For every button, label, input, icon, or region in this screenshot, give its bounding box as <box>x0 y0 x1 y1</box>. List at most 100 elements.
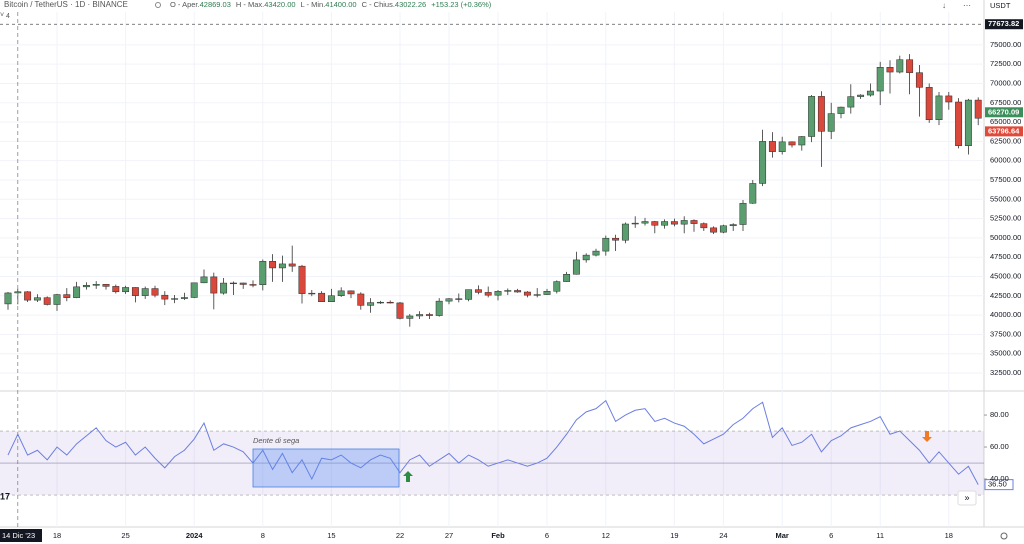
legend-value: 43420.00 <box>264 0 295 9</box>
candle-body <box>347 290 355 295</box>
candle-body <box>229 282 237 285</box>
y-tick-label: 65000.00 <box>990 117 1021 126</box>
y-tick-label: 52500.00 <box>990 214 1021 223</box>
x-tick-label: 18 <box>53 531 61 540</box>
y-tick-label: 35000.00 <box>990 349 1021 358</box>
candle-body <box>710 227 718 233</box>
candle-body <box>768 141 776 152</box>
legend-key: L - Min. <box>301 0 326 9</box>
candle-body <box>200 276 208 284</box>
candle-body <box>367 302 375 306</box>
currency[interactable]: USDT <box>990 1 1011 10</box>
up-arrow[interactable] <box>403 471 413 482</box>
candle-body <box>122 287 130 293</box>
candle-body <box>553 281 561 292</box>
candle-body <box>210 276 218 294</box>
ohlc-legend: O - Aper.42869.03 H - Max.43420.00 L - Min… <box>170 0 492 9</box>
candle-body <box>778 141 786 152</box>
x-tick-label: 2024 <box>186 531 204 540</box>
y-tick-label: 45000.00 <box>990 271 1021 280</box>
candle-body <box>680 220 688 225</box>
x-tick-label: Mar <box>776 531 789 540</box>
annotation-box[interactable] <box>252 448 400 488</box>
candle-body <box>455 298 463 300</box>
candle-body <box>925 87 933 121</box>
rsi-line <box>7 399 979 485</box>
candle-body <box>112 286 120 293</box>
candle-body <box>621 223 629 241</box>
x-tick-label: 6 <box>545 531 549 540</box>
candle-body <box>337 290 345 296</box>
x-tick-label: Feb <box>491 531 505 540</box>
candle-body <box>719 225 727 233</box>
candle-body <box>817 96 825 132</box>
y-tick-label: 72500.00 <box>990 59 1021 68</box>
rsi-pane <box>0 399 987 496</box>
candle-body <box>523 291 531 296</box>
last-value-label: 36.50 <box>988 480 1007 489</box>
candle-body <box>435 300 443 316</box>
candle-body <box>514 290 522 293</box>
candle-body <box>24 291 32 301</box>
candle-body <box>269 261 277 269</box>
menu-icon[interactable]: ⋯ <box>963 1 971 10</box>
x-tick-label: 11 <box>876 531 884 540</box>
candle-body <box>102 284 110 287</box>
down-arrow[interactable] <box>922 431 932 442</box>
x-tick-label: 12 <box>602 531 610 540</box>
y-tick-label: 67500.00 <box>990 98 1021 107</box>
legend-key: C - Chius. <box>362 0 395 9</box>
crosshair-date-box <box>0 529 42 542</box>
candle-body <box>729 224 737 227</box>
candle-body <box>827 113 835 132</box>
candle-body <box>690 220 698 224</box>
candle-body <box>63 294 71 298</box>
candle-body <box>190 282 198 298</box>
x-tick-label: 18 <box>945 531 953 540</box>
candle-body <box>288 263 296 267</box>
candle-body <box>955 101 963 146</box>
chevron[interactable]: ˅ <box>0 12 4 19</box>
candle-body <box>700 223 708 229</box>
candle-body <box>425 314 433 316</box>
y-tick-label: 32500.00 <box>990 368 1021 377</box>
chart-title: Bitcoin / TetherUS · 1D · BINANCE <box>4 0 128 9</box>
candle-body <box>43 297 51 305</box>
y-tick-label: 57500.00 <box>990 175 1021 184</box>
y-tick-label: 40000.00 <box>990 310 1021 319</box>
y-tick-label: 62500.00 <box>990 136 1021 145</box>
y-tick-label: 50000.00 <box>990 233 1021 242</box>
candle-body <box>964 99 972 146</box>
annotation-text[interactable]: Dente di sega <box>253 436 299 445</box>
candle-body <box>73 286 81 298</box>
candle-body <box>808 96 816 137</box>
settings-icon[interactable] <box>1000 532 1008 540</box>
y-tick-label: 60000.00 <box>990 156 1021 165</box>
price-label: 77673.82 <box>988 19 1019 28</box>
candle-body <box>53 294 61 305</box>
scroll-button[interactable] <box>957 490 977 506</box>
last-value-box <box>984 479 1014 491</box>
candle-body <box>661 221 669 226</box>
legend-key: O - Aper. <box>170 0 200 9</box>
candle-body <box>504 290 512 292</box>
candle-body <box>386 301 394 304</box>
candle-body <box>935 95 943 121</box>
candle-body <box>602 237 610 252</box>
candle-body <box>259 261 267 286</box>
scroll-button-text[interactable]: » <box>964 492 969 502</box>
y-tick-label: 80.00 <box>990 410 1009 419</box>
candles <box>4 54 982 327</box>
visibility-icon[interactable] <box>155 2 161 8</box>
download-icon[interactable]: ↓ <box>942 1 946 10</box>
x-tick-label: 19 <box>670 531 678 540</box>
legend-change: +153.23 (+0.36%) <box>431 0 492 9</box>
candle-body <box>33 297 41 301</box>
candle-body <box>612 237 620 241</box>
collapsed-count[interactable]: 4 <box>6 13 10 20</box>
candle-body <box>876 67 884 92</box>
candle-body <box>249 284 257 286</box>
candle-body <box>847 96 855 108</box>
